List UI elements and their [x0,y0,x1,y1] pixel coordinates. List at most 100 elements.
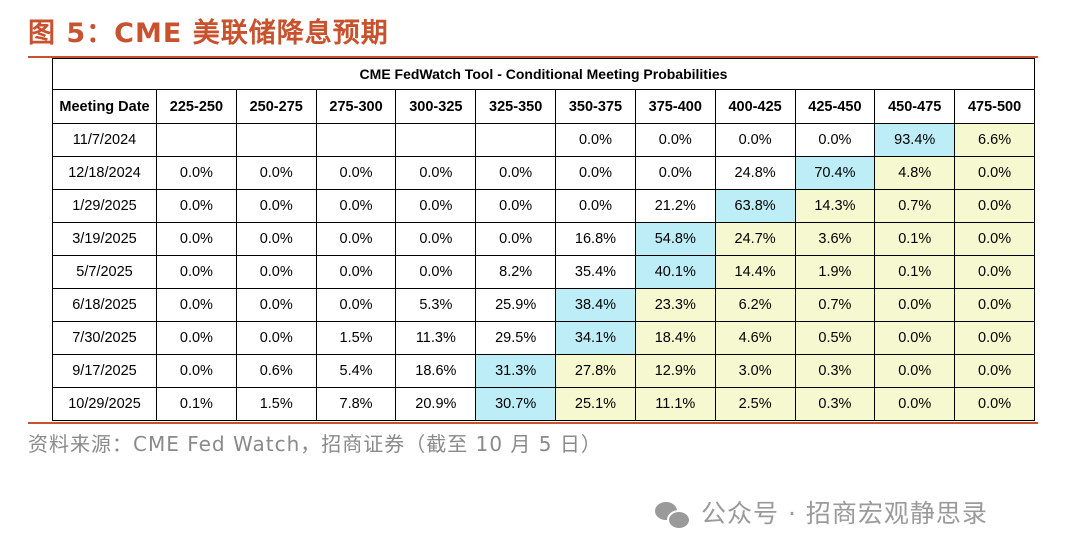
probability-cell: 16.8% [555,222,636,256]
column-header-rate-range: 375-400 [634,89,716,124]
probability-cell: 30.7% [475,387,557,421]
probability-cell: 0.0% [634,123,716,157]
probability-cell: 5.4% [315,354,397,388]
probability-cell: 0.0% [156,354,237,388]
table-row: 9/17/2025 0.0% 0.6% 5.4% 18.6% 31.3% 27.8% 12.9… [52,354,1035,388]
probability-cell: 34.1% [555,321,636,355]
meeting-date-cell: 11/7/2024 [52,123,157,157]
fedwatch-table-container: CME FedWatch Tool - Conditional Meeting … [52,58,1035,421]
probability-cell: 0.0% [874,321,956,355]
probability-cell: 4.6% [714,321,796,355]
probability-cell: 0.0% [235,321,317,355]
probability-cell: 0.0% [395,222,477,256]
source-note: 资料来源：CME Fed Watch，招商证券（截至 10 月 5 日） [28,432,602,456]
probability-cell: 29.5% [475,321,557,355]
meeting-date-cell: 9/17/2025 [52,354,157,388]
probability-cell: 0.0% [874,387,956,421]
probability-cell: 18.6% [395,354,477,388]
figure-title: 图 5：CME 美联储降息预期 [28,18,389,49]
probability-cell: 25.9% [475,288,557,322]
probability-cell: 20.9% [395,387,477,421]
column-header-rate-range: 400-425 [714,89,796,124]
probability-cell: 24.8% [714,156,796,190]
column-header-rate-range: 450-475 [874,89,956,124]
table-caption: CME FedWatch Tool - Conditional Meeting … [52,58,1035,90]
probability-cell: 0.1% [874,255,956,289]
probability-cell [395,123,477,157]
probability-cell: 0.0% [315,288,397,322]
column-header-rate-range: 225-250 [156,89,237,124]
probability-cell: 14.3% [794,189,876,223]
meeting-date-cell: 5/7/2025 [52,255,157,289]
probability-cell: 1.5% [235,387,317,421]
meeting-date-cell: 6/18/2025 [52,288,157,322]
probability-cell: 0.0% [954,156,1035,190]
probability-cell: 0.0% [475,189,557,223]
probability-cell: 0.0% [475,156,557,190]
column-header-rate-range: 325-350 [475,89,557,124]
probability-cell: 0.0% [395,189,477,223]
probability-cell: 54.8% [634,222,716,256]
probability-cell: 0.0% [156,156,237,190]
probability-cell: 0.0% [156,255,237,289]
column-header-rate-range: 350-375 [555,89,636,124]
column-header-rate-range: 475-500 [954,89,1035,124]
watermark: 公众号 · 招商宏观静思录 [655,496,988,532]
meeting-date-cell: 1/29/2025 [52,189,157,223]
probability-cell [156,123,237,157]
probability-cell: 5.3% [395,288,477,322]
wechat-icon [655,500,691,530]
probability-cell: 93.4% [874,123,956,157]
probability-cell: 8.2% [475,255,557,289]
probability-cell: 0.0% [954,288,1035,322]
probability-cell: 0.0% [555,156,636,190]
probability-cell: 6.6% [954,123,1035,157]
probability-cell: 0.0% [634,156,716,190]
column-header-rate-range: 250-275 [235,89,317,124]
probability-cell: 0.7% [794,288,876,322]
column-header-rate-range: 275-300 [315,89,397,124]
probability-cell: 6.2% [714,288,796,322]
probability-cell: 0.3% [794,354,876,388]
probability-cell: 0.0% [475,222,557,256]
probability-cell: 2.5% [714,387,796,421]
table-row: 10/29/2025 0.1% 1.5% 7.8% 20.9% 30.7% 25.1% 11.… [52,387,1035,421]
probability-cell: 63.8% [714,189,796,223]
probability-cell: 25.1% [555,387,636,421]
probability-cell: 0.0% [315,156,397,190]
table-row: 5/7/2025 0.0% 0.0% 0.0% 0.0% 8.2% 35.4% 40.1% 14… [52,255,1035,289]
table-row: 6/18/2025 0.0% 0.0% 0.0% 5.3% 25.9% 38.4% 23.3%… [52,288,1035,322]
probability-cell: 70.4% [794,156,876,190]
title-divider [28,56,1038,58]
probability-cell: 14.4% [714,255,796,289]
probability-cell: 27.8% [555,354,636,388]
fedwatch-probability-table: CME FedWatch Tool - Conditional Meeting … [52,58,1035,421]
probability-cell: 0.0% [954,354,1035,388]
probability-cell: 21.2% [634,189,716,223]
probability-cell: 0.0% [315,189,397,223]
table-row: 11/7/2024 0.0% 0.0% 0.0% 0.0% 93.4% 6.6% [52,123,1035,157]
probability-cell: 18.4% [634,321,716,355]
probability-cell: 24.7% [714,222,796,256]
table-bottom-divider [28,422,1038,424]
column-header-meeting-date: Meeting Date [52,89,157,124]
probability-cell: 31.3% [475,354,557,388]
probability-cell: 0.0% [954,189,1035,223]
table-row: 1/29/2025 0.0% 0.0% 0.0% 0.0% 0.0% 0.0% 21.2% 63… [52,189,1035,223]
probability-cell: 11.1% [634,387,716,421]
probability-cell: 0.6% [235,354,317,388]
probability-cell: 4.8% [874,156,956,190]
probability-cell: 0.0% [714,123,796,157]
probability-cell: 0.0% [954,321,1035,355]
probability-cell: 0.0% [395,255,477,289]
probability-cell: 1.9% [794,255,876,289]
meeting-date-cell: 10/29/2025 [52,387,157,421]
probability-cell: 1.5% [315,321,397,355]
probability-cell: 0.3% [794,387,876,421]
probability-cell: 11.3% [395,321,477,355]
probability-cell: 0.0% [555,189,636,223]
probability-cell: 0.0% [954,387,1035,421]
probability-cell: 0.1% [156,387,237,421]
table-header-row: Meeting Date 225-250 250-275 275-300 300-325… [52,89,1035,124]
probability-cell: 35.4% [555,255,636,289]
